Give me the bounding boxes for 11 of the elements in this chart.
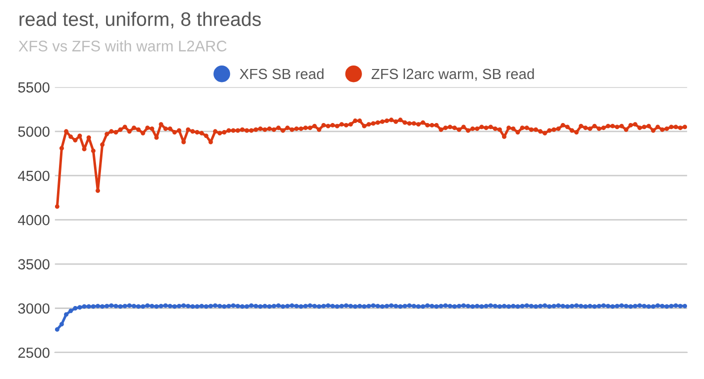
y-tick-label: 3000 bbox=[18, 303, 50, 314]
chart-subtitle: XFS vs ZFS with warm L2ARC bbox=[18, 40, 227, 52]
chart-title: read test, uniform, 8 threads bbox=[20, 12, 261, 28]
y-tick-label: 4000 bbox=[18, 214, 50, 226]
y-tick-label: 5500 bbox=[18, 82, 50, 93]
y-tick-label: 3500 bbox=[18, 259, 50, 270]
y-tick-label: 2500 bbox=[18, 348, 50, 358]
legend-label: XFS SB read bbox=[240, 68, 324, 80]
y-tick-label: 5000 bbox=[18, 126, 50, 137]
legend-label: ZFS l2arc warm, SB read bbox=[372, 68, 534, 81]
y-tick-label: 4500 bbox=[18, 170, 50, 182]
